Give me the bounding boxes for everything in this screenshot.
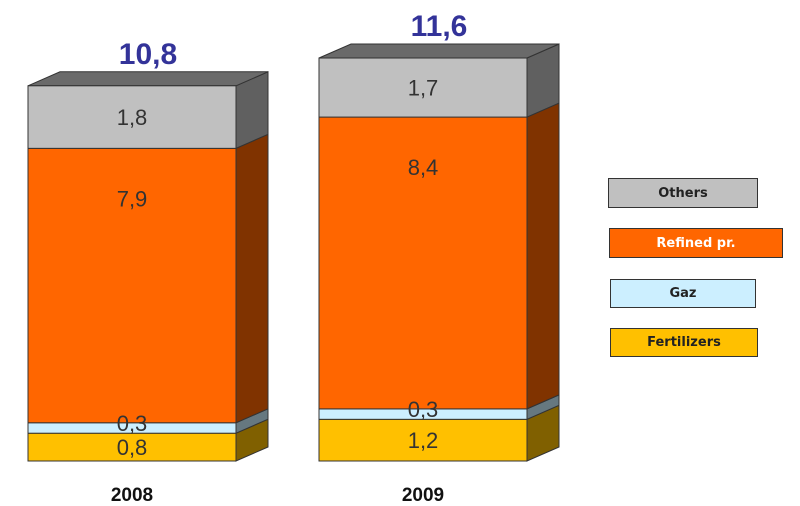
bar-top-2008: [27, 71, 269, 87]
legend-item-refined-pr: Refined pr.: [609, 228, 783, 258]
category-label-2009: 2009: [402, 485, 444, 506]
bar-segment-others-2008: [27, 85, 237, 149]
value-label-gaz-2009: 0,3: [408, 397, 439, 422]
value-label-others-2008: 1,8: [117, 105, 148, 130]
value-label-refined-pr-2008: 7,9: [117, 186, 148, 211]
legend-item-others: Others: [608, 178, 758, 208]
bar-segment-fertilizers-2009: [318, 418, 528, 462]
legend-item-fertilizers: Fertilizers: [610, 328, 758, 357]
bar-segment-fertilizers-2008: [27, 432, 237, 462]
total-label-2008: 10,8: [119, 38, 177, 71]
category-label-2008: 2008: [111, 485, 153, 506]
value-label-fertilizers-2008: 0,8: [117, 435, 148, 460]
total-label-2009: 11,6: [411, 10, 468, 43]
bar-top-2009: [318, 43, 560, 59]
bar-side-refined-pr-2009: [526, 102, 560, 410]
bar-segment-refined-pr-2009: [318, 116, 528, 410]
bar-side-refined-pr-2008: [235, 133, 269, 424]
value-label-others-2009: 1,7: [408, 76, 439, 101]
value-label-fertilizers-2009: 1,2: [408, 428, 439, 453]
value-label-refined-pr-2009: 8,4: [408, 155, 439, 180]
value-label-gaz-2008: 0,3: [117, 411, 148, 436]
legend-item-gaz: Gaz: [610, 279, 756, 308]
bar-segment-others-2009: [318, 57, 528, 118]
